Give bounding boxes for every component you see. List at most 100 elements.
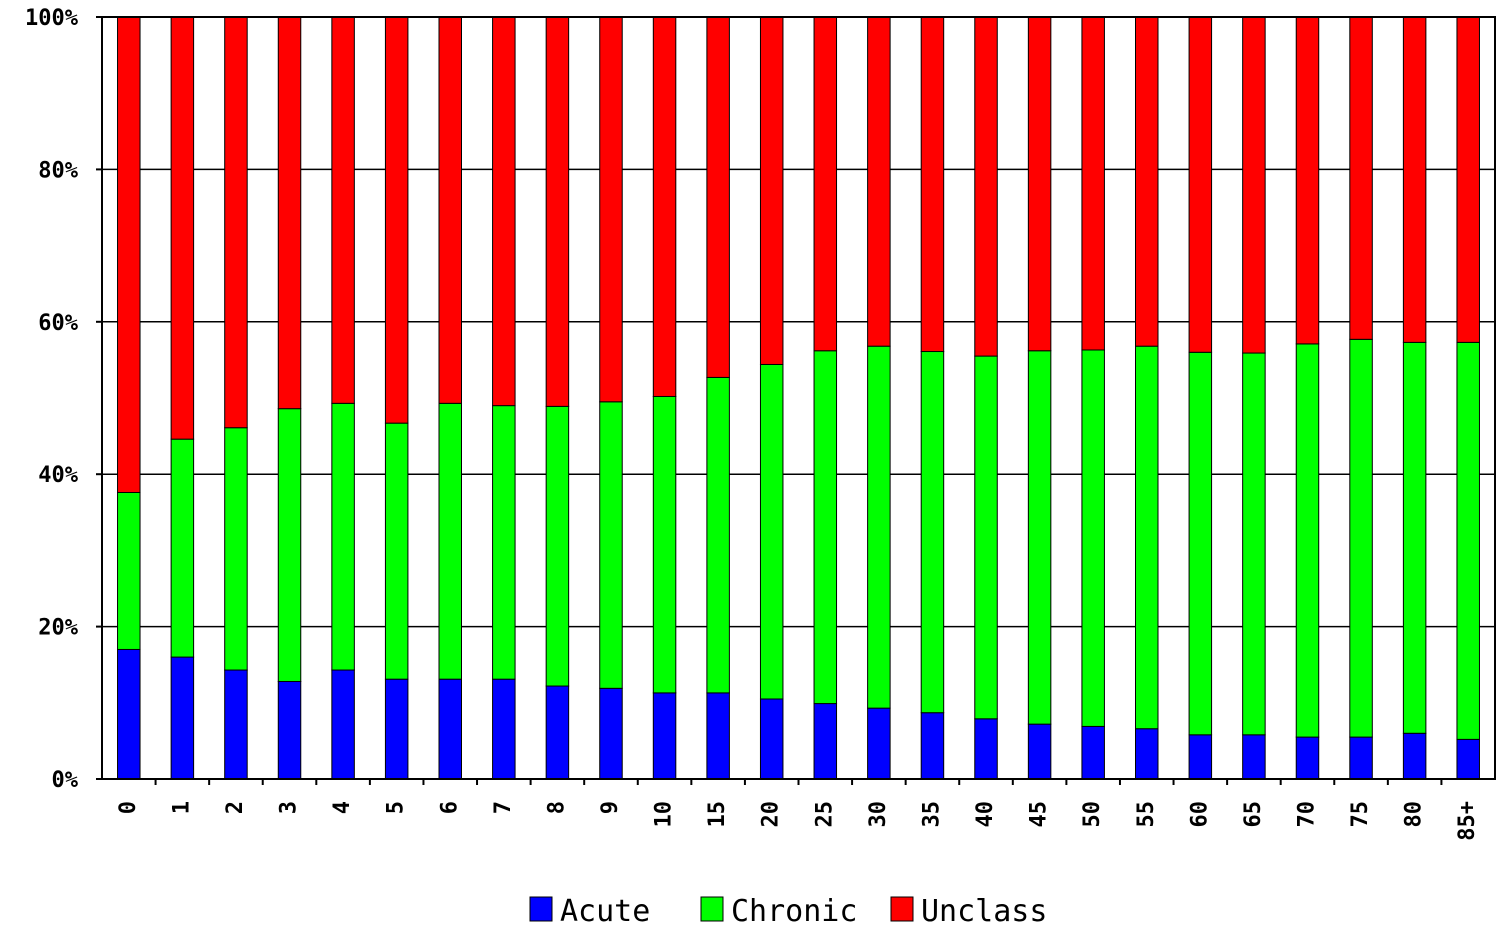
x-tick-label: 0 (116, 801, 141, 814)
bar-segment-chronic (974, 355, 998, 720)
bar-segment-unclass (1402, 16, 1427, 343)
bar-segment-chronic (652, 395, 677, 694)
bar-segment-unclass (384, 16, 409, 424)
x-tick-label: 35 (919, 801, 944, 828)
y-tick-label: 80% (38, 158, 78, 183)
bar-segment-chronic (438, 402, 463, 680)
bar-segment-unclass (1027, 16, 1052, 352)
x-tick-label: 15 (705, 801, 730, 828)
bar-segment-unclass (652, 16, 677, 397)
bar-segment-acute (170, 656, 195, 780)
bar-segment-acute (599, 687, 623, 780)
bar-segment-unclass (545, 16, 570, 407)
bar-segment-acute (920, 712, 945, 780)
bar-segment-chronic (759, 363, 784, 700)
bar-segment-acute (867, 707, 891, 780)
bar-segment-unclass (920, 16, 945, 353)
legend-swatch-chronic (700, 896, 724, 922)
bar-segment-acute (384, 678, 409, 780)
bar-segment-chronic (1081, 349, 1105, 727)
x-tick-label: 8 (544, 801, 569, 814)
bar-segment-unclass (1081, 16, 1105, 351)
bar-segment-chronic (1349, 338, 1373, 738)
bar-segment-unclass (331, 16, 355, 404)
bar-segment-unclass (1456, 16, 1480, 343)
bar-segment-acute (224, 669, 248, 780)
bar-segment-chronic (1027, 350, 1052, 725)
x-tick-label: 20 (759, 801, 784, 828)
bar-segment-acute (1402, 732, 1427, 780)
bar-segment-acute (759, 698, 784, 780)
bar-segment-chronic (706, 376, 730, 694)
bar-segment-chronic (384, 422, 409, 680)
bar-segment-chronic (492, 405, 516, 680)
x-tick-label: 25 (812, 801, 837, 828)
x-tick-label: 7 (491, 801, 516, 814)
y-tick-label: 100% (25, 6, 79, 31)
bar-segment-chronic (1456, 341, 1480, 740)
bar-segment-unclass (492, 16, 516, 407)
bar-segment-chronic (1242, 352, 1266, 736)
y-tick-label: 60% (38, 311, 78, 336)
x-tick-label: 80 (1402, 801, 1427, 828)
bar-segment-acute (974, 718, 998, 780)
bar-segment-unclass (813, 16, 838, 352)
bar-segment-chronic (867, 345, 891, 709)
bar-segment-chronic (1402, 341, 1427, 734)
legend-label-acute: Acute (560, 894, 650, 929)
bar-segment-chronic (1134, 345, 1159, 730)
bar-segment-acute (706, 692, 730, 780)
bar-segment-unclass (1134, 16, 1159, 347)
bar-segment-unclass (1188, 16, 1213, 353)
bar-segment-acute (813, 703, 838, 780)
bar-segment-acute (438, 678, 463, 780)
bar-segment-acute (117, 648, 141, 780)
bar-segment-acute (1027, 723, 1052, 780)
bar-segment-acute (1134, 728, 1159, 780)
y-axis-ticks: 0% 20% 40% 60% 80% 100% (25, 6, 102, 793)
bar-segment-unclass (1242, 16, 1266, 354)
bar-segment-unclass (170, 16, 195, 440)
x-tick-label: 70 (1294, 801, 1319, 828)
bar-segment-chronic (1295, 343, 1320, 738)
x-axis-ticks: 0 1 2 3 4 5 6 7 8 9 10 15 20 25 30 35 40 45 50 55 60 65 70 75 80… (116, 779, 1480, 841)
y-tick-label: 40% (38, 463, 78, 488)
x-tick-label: 65 (1241, 801, 1266, 828)
legend-swatch-unclass (890, 896, 914, 922)
x-tick-label: 9 (598, 801, 623, 814)
bar-segment-chronic (117, 491, 141, 650)
bar-segment-chronic (599, 401, 623, 689)
bar-segment-acute (331, 669, 355, 780)
bar-segment-acute (277, 680, 302, 780)
bar-segment-unclass (1295, 16, 1320, 345)
x-tick-label: 10 (652, 801, 677, 828)
bar-segment-acute (1349, 736, 1373, 780)
x-tick-label: 4 (330, 801, 355, 814)
x-tick-label: 3 (277, 801, 302, 814)
bar-segment-acute (652, 692, 677, 780)
legend: Acute Chronic Unclass (529, 894, 1047, 929)
y-tick-label: 20% (38, 616, 78, 641)
x-tick-label: 75 (1348, 801, 1373, 828)
bar-segment-chronic (277, 408, 302, 682)
x-tick-label: 50 (1080, 801, 1105, 828)
bar-segment-acute (1188, 734, 1213, 780)
bar-segment-unclass (1349, 16, 1373, 340)
bar-segment-unclass (277, 16, 302, 410)
x-tick-label: 5 (384, 801, 409, 814)
x-tick-label: 30 (866, 801, 891, 828)
bar-segment-acute (1242, 734, 1266, 780)
bar-segment-chronic (813, 350, 838, 705)
x-tick-label: 2 (223, 801, 248, 814)
bar-segment-acute (492, 678, 516, 780)
legend-label-chronic: Chronic (731, 894, 857, 929)
bar-segment-acute (545, 685, 570, 780)
bar-segment-chronic (545, 405, 570, 687)
bar-segment-unclass (117, 16, 141, 493)
plot-area (102, 17, 1495, 779)
y-tick-label: 0% (52, 768, 79, 793)
bars (117, 16, 1480, 780)
x-tick-label: 60 (1187, 801, 1212, 828)
bar-segment-unclass (974, 16, 998, 357)
